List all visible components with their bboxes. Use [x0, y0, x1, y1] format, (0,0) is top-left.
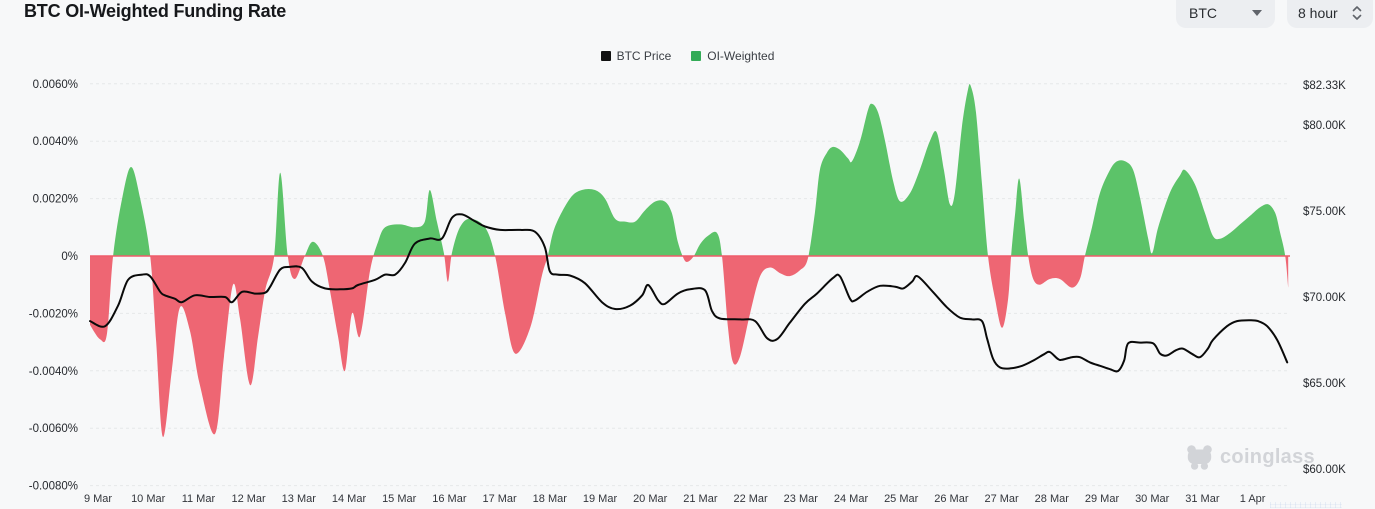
y-axis-label-left: 0%	[61, 251, 78, 263]
y-axis-label-right: $80.00K	[1303, 120, 1346, 132]
y-axis-label-right: $65.00K	[1303, 378, 1346, 390]
y-axis-label-right: $82.33K	[1303, 80, 1346, 92]
legend-item-btc-price[interactable]: BTC Price	[600, 49, 672, 63]
y-axis-label-right: $70.00K	[1303, 292, 1346, 304]
x-axis-label: 9 Mar	[84, 493, 112, 505]
funding-area-negative	[90, 256, 1289, 437]
y-axis-label-right: $60.00K	[1303, 464, 1346, 476]
y-axis-right: $82.33K $80.00K $75.00K $70.00K $65.00K $60.0…	[1303, 80, 1346, 476]
x-axis-label: 21 Mar	[683, 493, 718, 505]
plot-area[interactable]	[90, 70, 1290, 490]
x-axis-label: 16 Mar	[432, 493, 467, 505]
symbol-select-value: BTC	[1189, 5, 1217, 21]
legend-item-oi-weighted[interactable]: OI-Weighted	[691, 49, 774, 63]
x-axis-label: 14 Mar	[332, 493, 367, 505]
x-axis-label: 30 Mar	[1135, 493, 1170, 505]
legend: BTC Price OI-Weighted	[0, 49, 1375, 63]
x-axis-label: 20 Mar	[633, 493, 668, 505]
legend-label-oi-weighted: OI-Weighted	[707, 49, 775, 63]
x-axis-label: 1 Apr	[1240, 493, 1266, 505]
x-axis-label: 25 Mar	[884, 493, 919, 505]
x-axis-label: 23 Mar	[784, 493, 819, 505]
y-axis-label-right: $75.00K	[1303, 206, 1346, 218]
y-axis-label-left: 0.0020%	[33, 194, 78, 206]
x-axis-label: 28 Mar	[1035, 493, 1070, 505]
y-axis-label-left: -0.0020%	[29, 308, 78, 320]
chevron-up-down-icon	[1352, 6, 1362, 20]
legend-marker-oi-weighted	[691, 51, 702, 61]
x-axis-label: 17 Mar	[482, 493, 517, 505]
x-axis-label: 15 Mar	[382, 493, 417, 505]
interval-select[interactable]: 8 hour	[1287, 0, 1373, 28]
x-axis: 9 Mar 10 Mar 11 Mar 12 Mar 13 Mar 14 Mar 15 Ma…	[84, 493, 1266, 505]
chevron-down-icon	[1252, 10, 1262, 16]
x-axis-label: 19 Mar	[583, 493, 618, 505]
x-axis-label: 18 Mar	[533, 493, 568, 505]
gridlines	[90, 83, 1290, 487]
y-axis-label-left: -0.0040%	[29, 366, 78, 378]
watermark-dots-artifact	[1270, 502, 1342, 508]
y-axis-label-left: -0.0060%	[29, 423, 78, 435]
chart-controls: BTC 8 hour	[1176, 0, 1373, 28]
x-axis-label: 26 Mar	[934, 493, 969, 505]
interval-select-value: 8 hour	[1298, 5, 1338, 21]
x-axis-label: 13 Mar	[282, 493, 317, 505]
x-axis-label: 29 Mar	[1085, 493, 1120, 505]
symbol-select[interactable]: BTC	[1176, 0, 1275, 28]
x-axis-label: 24 Mar	[834, 493, 869, 505]
x-axis-label: 12 Mar	[231, 493, 266, 505]
y-axis-left: 0.0060% 0.0040% 0.0020% 0% -0.0020% -0.0040% -…	[29, 79, 78, 493]
x-axis-label: 11 Mar	[182, 493, 216, 505]
btc-price-line	[89, 213, 1289, 373]
y-axis-label-left: 0.0060%	[33, 79, 78, 91]
x-axis-label: 31 Mar	[1185, 493, 1220, 505]
legend-label-btc-price: BTC Price	[616, 49, 672, 63]
x-axis-label: 27 Mar	[984, 493, 1019, 505]
legend-marker-btc-price	[600, 51, 611, 61]
x-axis-label: 10 Mar	[131, 493, 166, 505]
page-title: BTC OI-Weighted Funding Rate	[24, 1, 287, 21]
y-axis-label-left: -0.0080%	[29, 481, 78, 493]
x-axis-label: 22 Mar	[733, 493, 768, 505]
funding-area-positive	[90, 84, 1289, 256]
y-axis-label-left: 0.0040%	[33, 136, 78, 148]
